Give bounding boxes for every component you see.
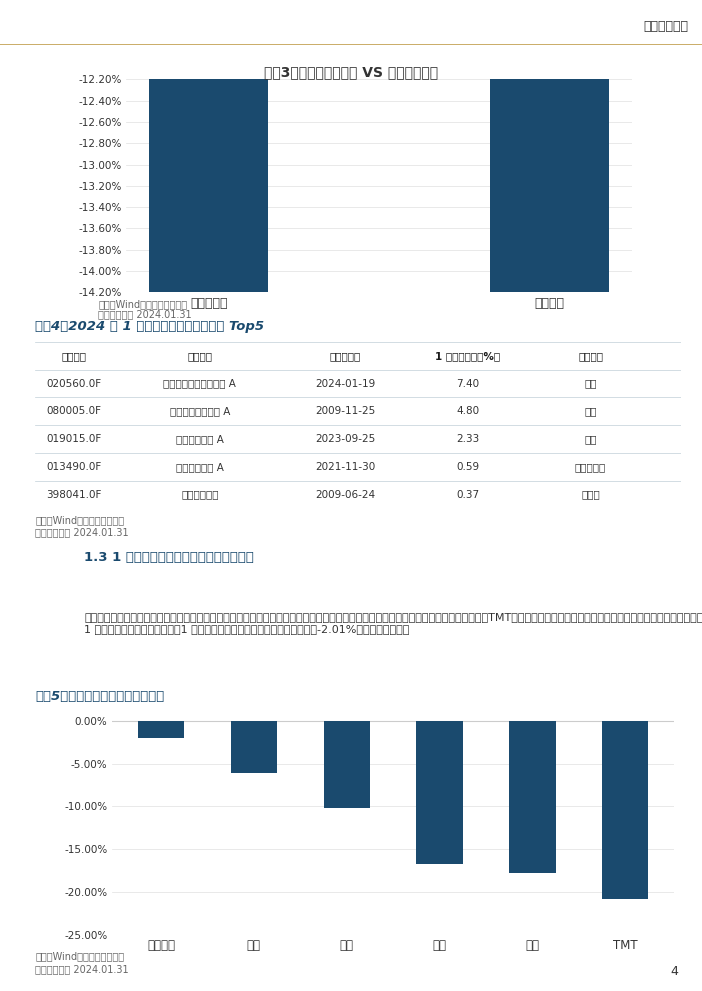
Text: 398041.0F: 398041.0F (46, 490, 102, 499)
Text: 0.59: 0.59 (456, 462, 479, 472)
Text: 来源：Wind，国金证券研究所: 来源：Wind，国金证券研究所 (98, 299, 187, 309)
Text: 曲径: 曲径 (584, 434, 597, 444)
Bar (509, 720, 555, 873)
Bar (150, 0, 268, 991)
Bar (602, 720, 649, 899)
Text: 020560.0F: 020560.0F (46, 379, 101, 388)
Text: 2009-06-24: 2009-06-24 (315, 490, 375, 499)
Text: 王宁: 王宁 (584, 406, 597, 416)
Text: 1 月份收益率（%）: 1 月份收益率（%） (435, 351, 501, 361)
Text: 来源：Wind，国金证券研究所: 来源：Wind，国金证券研究所 (35, 951, 124, 961)
Text: 注：数据截至 2024.01.31: 注：数据截至 2024.01.31 (98, 309, 192, 319)
Text: 长盛量化红利策略 A: 长盛量化红利策略 A (170, 406, 230, 416)
Bar (490, 0, 609, 991)
Text: 证券简称: 证券简称 (187, 351, 212, 361)
Text: 基金成立日: 基金成立日 (329, 351, 361, 361)
Text: 080005.0F: 080005.0F (46, 406, 101, 416)
Text: 我们根据主动权益基金的名称、业绩基准等定性信息，并结合股票持仓数据进行补充与复核，从主动权益型基金中筛选出若干消费、医药、TMT、制造、周期、金融地产等行业主题: 我们根据主动权益基金的名称、业绩基准等定性信息，并结合股票持仓数据进行补充与复核… (84, 612, 702, 634)
Text: 2024-01-19: 2024-01-19 (315, 379, 376, 388)
Text: 图表4：2024 年 1 月份主动量化基金收益率 Top5: 图表4：2024 年 1 月份主动量化基金收益率 Top5 (35, 319, 264, 333)
Text: 7.40: 7.40 (456, 379, 479, 388)
Text: 0.37: 0.37 (456, 490, 479, 499)
Text: 2023-09-25: 2023-09-25 (315, 434, 376, 444)
Text: 同泰金融精选 A: 同泰金融精选 A (176, 462, 224, 472)
Text: 中欧国金红利 A: 中欧国金红利 A (176, 434, 224, 444)
Text: 1.3 1 月份金融地产行业主题基金业绩领先: 1.3 1 月份金融地产行业主题基金业绩领先 (84, 551, 254, 565)
Bar (138, 720, 184, 738)
Text: 4.80: 4.80 (456, 406, 479, 416)
Text: 金融工程月报: 金融工程月报 (643, 20, 688, 34)
Text: 019015.0F: 019015.0F (46, 434, 102, 444)
Text: 中海量化策略: 中海量化策略 (181, 490, 218, 499)
Text: 梅寇寒: 梅寇寒 (581, 490, 600, 499)
Text: 图表5：行业主题基金收益情况回顾: 图表5：行业主题基金收益情况回顾 (35, 690, 164, 704)
Text: 2009-11-25: 2009-11-25 (315, 406, 376, 416)
Text: 013490.0F: 013490.0F (46, 462, 102, 472)
Bar (416, 720, 463, 864)
Text: 4: 4 (670, 964, 678, 978)
Text: 来源：Wind，国金证券研究所: 来源：Wind，国金证券研究所 (35, 515, 124, 525)
Text: 2021-11-30: 2021-11-30 (315, 462, 376, 472)
Text: 2.33: 2.33 (456, 434, 479, 444)
Bar (231, 720, 277, 773)
Text: 万家高端装备量化选股 A: 万家高端装备量化选股 A (164, 379, 237, 388)
Text: 证券代码: 证券代码 (61, 351, 86, 361)
Text: 杨玱，王秀: 杨玱，王秀 (575, 462, 606, 472)
Text: 基金经理: 基金经理 (578, 351, 603, 361)
Text: 注：数据截至 2024.01.31: 注：数据截至 2024.01.31 (35, 964, 128, 974)
Text: 注：数据截至 2024.01.31: 注：数据截至 2024.01.31 (35, 527, 128, 537)
Text: 尹航: 尹航 (584, 379, 597, 388)
Text: 图表3：主动权益型基金 VS 主动量化基金: 图表3：主动权益型基金 VS 主动量化基金 (264, 65, 438, 79)
Bar (324, 720, 370, 808)
